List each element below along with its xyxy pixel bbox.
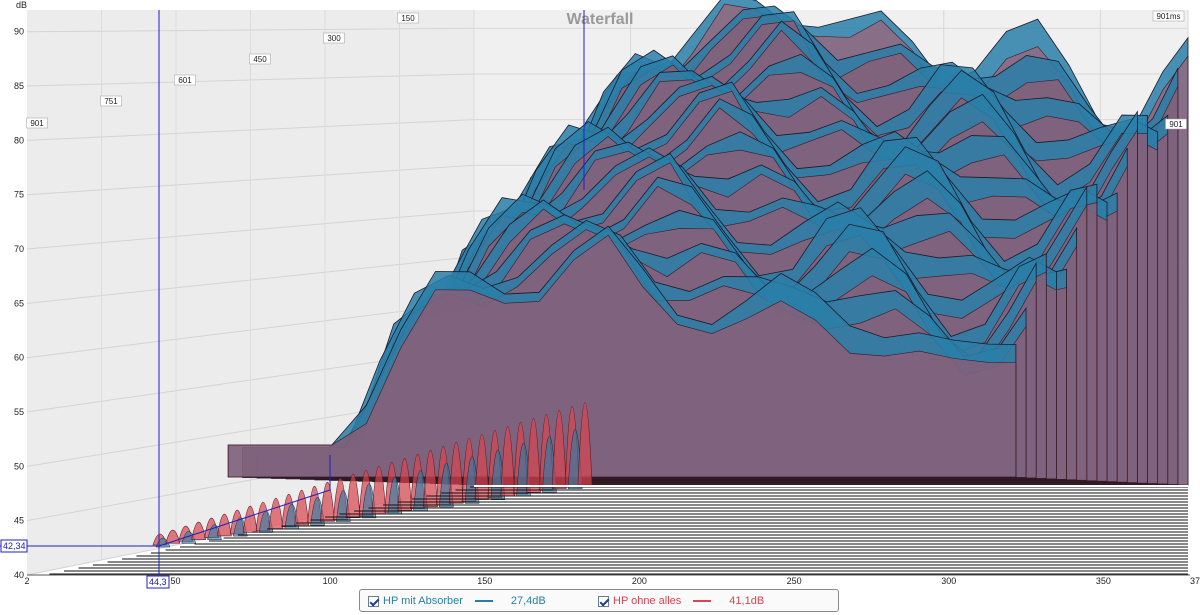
svg-text:901: 901 (1169, 120, 1183, 129)
cursor-y-value: 42,34 (3, 541, 26, 551)
y-tick-label: 65 (14, 298, 24, 308)
series-1-name: HP mit Absorber (383, 595, 463, 607)
svg-text:450: 450 (253, 55, 267, 64)
x-tick-label: 250 (787, 576, 802, 586)
series-2-checkbox[interactable] (598, 595, 609, 607)
y-tick-label: 55 (14, 407, 24, 417)
cursor[interactable]: 42,34 44,3 (0, 10, 585, 589)
series-1-swatch (474, 600, 493, 602)
time-label: 751 (100, 95, 122, 107)
y-axis-label: dB (16, 0, 27, 10)
spike-series-2 (551, 410, 567, 489)
svg-text:751: 751 (104, 97, 118, 106)
y-tick-label: 45 (14, 516, 24, 526)
cursor-y-box (0, 539, 28, 553)
x-tick-label: 378Hz (1190, 576, 1200, 586)
floor-edge (474, 485, 1188, 487)
spike-series-2 (526, 418, 541, 493)
time-label: 901 (26, 117, 48, 129)
x-tick-label: 300 (941, 576, 956, 586)
spike-series-2 (500, 426, 516, 497)
legend-item-series-1[interactable]: HP mit Absorber 27,4dB (368, 594, 546, 608)
series-1-checkbox[interactable] (368, 595, 379, 607)
y-tick-label: 75 (14, 190, 24, 200)
series-2-value: 41,1dB (729, 595, 765, 607)
spike-series-2 (191, 521, 207, 540)
legend-item-series-2[interactable]: HP ohne alles 41,1dB (598, 594, 764, 608)
time-label: 150 (397, 12, 419, 24)
svg-text:901: 901 (30, 119, 44, 128)
spike-series-2 (577, 402, 593, 486)
svg-text:901ms: 901ms (1156, 12, 1180, 21)
svg-text:601: 601 (178, 76, 192, 85)
svg-text:150: 150 (401, 14, 415, 23)
slice-series-2 (227, 234, 1017, 478)
y-tick-label: 90 (14, 27, 24, 37)
y-tick-label: 80 (14, 135, 24, 145)
time-label: 300 (323, 32, 345, 44)
time-label: 450 (249, 53, 271, 65)
cursor-depth-line (158, 489, 331, 547)
x-tick-label: 50 (170, 576, 180, 586)
x-tick-label: 150 (477, 576, 492, 586)
y-tick-label: 70 (14, 244, 24, 254)
x-tick-label: 350 (1096, 576, 1111, 586)
y-tick-label: 85 (14, 81, 24, 91)
y-tick-label: 40 (14, 570, 24, 580)
x-tick-label: 200 (632, 576, 647, 586)
series-1-value: 27,4dB (510, 595, 546, 607)
chart-title: Waterfall (567, 11, 634, 28)
spike-series-1 (181, 530, 197, 544)
cursor-x-box (146, 575, 170, 589)
time-label: 601 (174, 74, 196, 86)
legend: HP mit Absorber 27,4dB HP ohne alles 41,… (359, 589, 839, 612)
x-tick-label: 2 (24, 576, 29, 586)
time-label: 901ms (1152, 10, 1185, 22)
series-2-swatch (693, 600, 712, 602)
y-tick-label: 50 (14, 461, 24, 471)
waterfall-slices (227, 0, 1189, 486)
cursor-x-value: 44,3 (149, 577, 167, 587)
front-slices (49, 402, 1188, 575)
svg-text:300: 300 (327, 34, 341, 43)
y-tick-label: 60 (14, 353, 24, 363)
series-2-name: HP ohne alles (613, 595, 682, 607)
time-label: 901 (1165, 118, 1187, 130)
slice-series-1 (227, 225, 1017, 478)
x-tick-label: 100 (323, 576, 338, 586)
